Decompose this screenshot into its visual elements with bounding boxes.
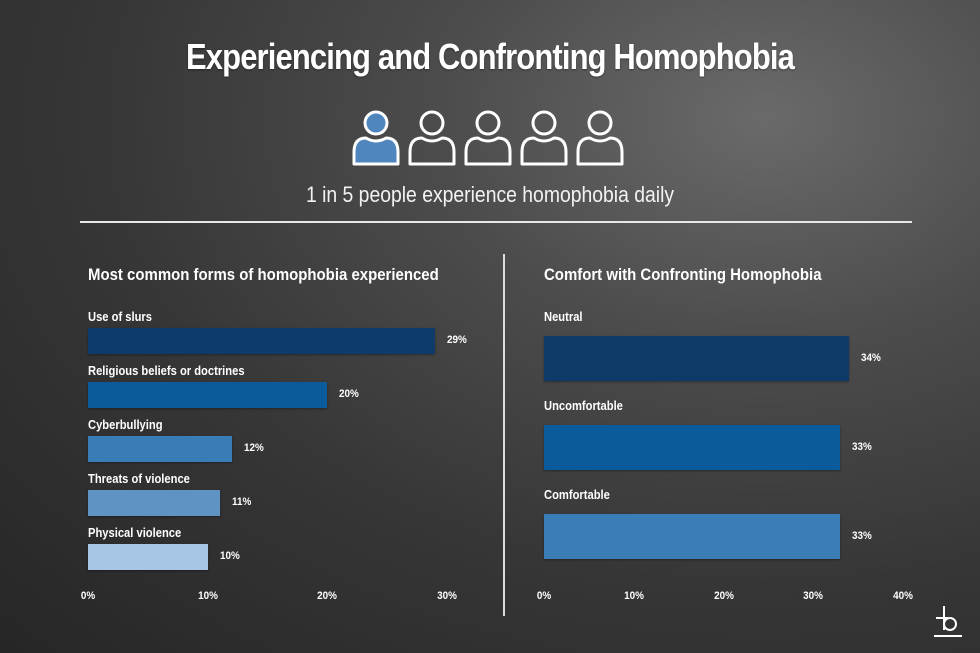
- people-icon-row: [350, 108, 630, 170]
- horizontal-divider: [80, 221, 912, 223]
- x-tick-label: 30%: [803, 590, 824, 602]
- bar-category-label: Threats of violence: [88, 471, 190, 486]
- bar-value-label: 33%: [852, 440, 872, 453]
- bar-category-label: Physical violence: [88, 525, 182, 540]
- bar: [544, 336, 850, 381]
- x-tick-label: 0%: [536, 590, 552, 602]
- x-tick-label: 20%: [317, 590, 338, 602]
- bar-value-label: 12%: [243, 442, 264, 454]
- bar: [88, 490, 220, 516]
- bar-category-label: Use of slurs: [88, 309, 153, 324]
- person-icon: [576, 110, 624, 166]
- bar: [88, 328, 436, 354]
- x-tick-label: 0%: [80, 590, 96, 602]
- bar-category-label: Religious beliefs or doctrines: [88, 363, 245, 378]
- chart-title: Comfort with Confronting Homophobia: [544, 265, 822, 284]
- bar-value-label: 10%: [219, 550, 240, 562]
- vertical-divider: [503, 254, 505, 616]
- bar-category-label: Cyberbullying: [88, 417, 163, 432]
- person-icon: [520, 110, 568, 166]
- bar: [88, 544, 208, 570]
- person-icon: [352, 110, 400, 166]
- bar-category-label: Neutral: [544, 309, 583, 324]
- bar-value-label: 34%: [861, 351, 881, 364]
- bar-category-label: Uncomfortable: [544, 398, 623, 413]
- x-tick-label: 10%: [623, 590, 644, 602]
- bar-value-label: 11%: [231, 496, 251, 508]
- bar: [88, 382, 328, 408]
- x-tick-label: 30%: [437, 590, 457, 602]
- subtitle: 1 in 5 people experience homophobia dail…: [305, 182, 675, 207]
- page-title: Experiencing and Confronting Homophobia: [185, 36, 795, 77]
- bar: [544, 514, 841, 559]
- person-icon: [464, 110, 512, 166]
- bar: [88, 436, 232, 462]
- b-logo-icon: [934, 606, 962, 637]
- bar-value-label: 20%: [339, 388, 360, 400]
- person-icon: [408, 110, 456, 166]
- bar-category-label: Comfortable: [544, 487, 610, 502]
- bar-value-label: 29%: [447, 334, 467, 346]
- bar-value-label: 33%: [852, 529, 872, 542]
- chart-title: Most common forms of homophobia experien…: [88, 265, 439, 284]
- bar: [544, 425, 841, 470]
- x-tick-label: 10%: [197, 590, 218, 602]
- x-tick-label: 20%: [713, 590, 734, 602]
- x-tick-label: 40%: [893, 590, 913, 602]
